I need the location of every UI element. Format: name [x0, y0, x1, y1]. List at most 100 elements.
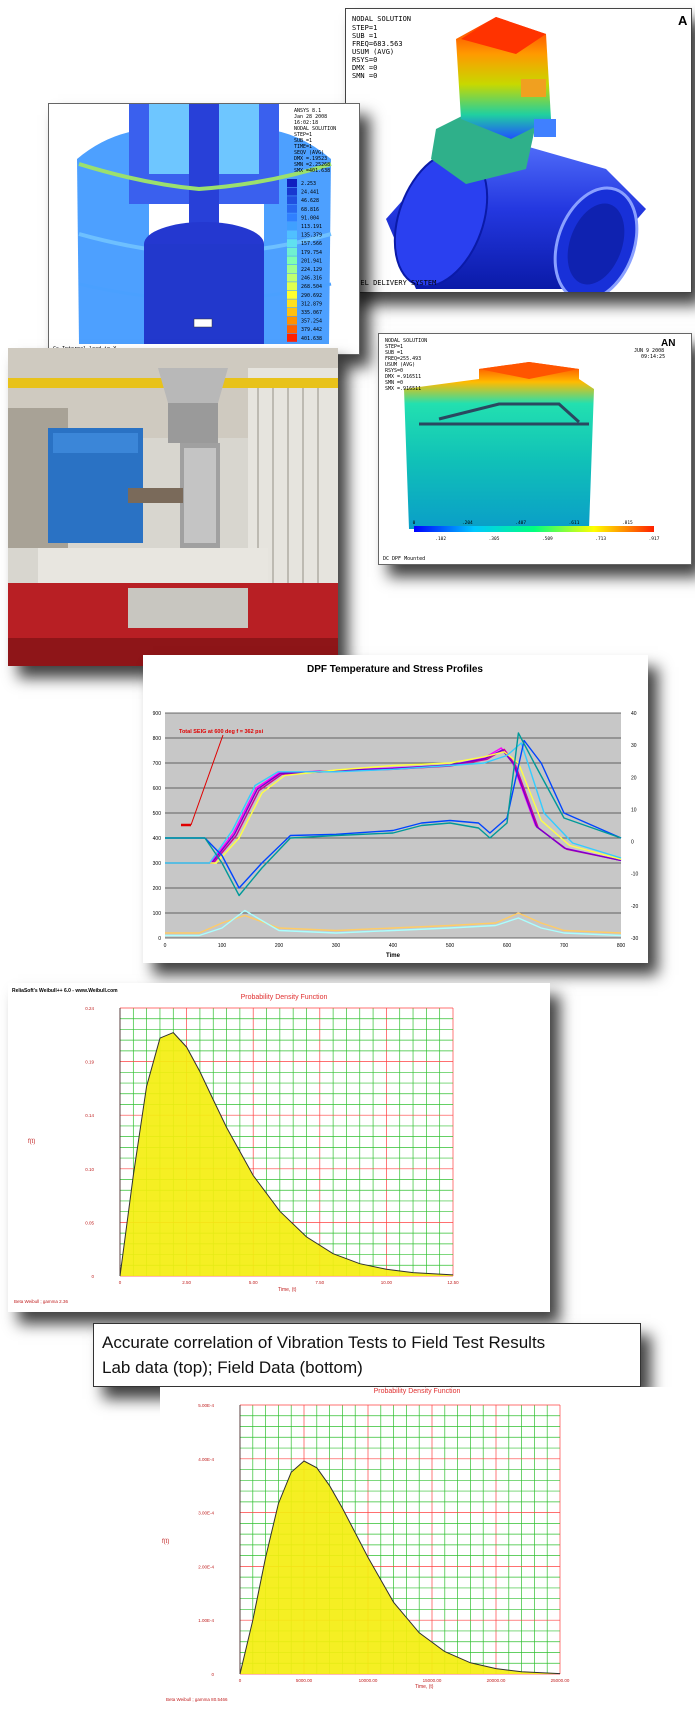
fea3-colorbar-tick: .611: [569, 520, 580, 526]
fea2-legend-value: 224.129: [301, 267, 322, 273]
pdf2-footer: Beta Weibull ; gamma 80.5466: [166, 1697, 228, 1702]
pdf1-x-tick-label: 0: [119, 1280, 122, 1285]
dpf-x-tick-label: 100: [218, 943, 227, 949]
pdf2-title: Probability Density Function: [374, 1388, 461, 1395]
dpf-y2-tick-label: 0: [631, 840, 634, 846]
fea2-legend-value: 290.692: [301, 293, 322, 299]
pdf2-x-label: Time, (t): [415, 1684, 434, 1690]
fea3-line-7: SMN =0: [385, 380, 403, 386]
pdf1-x-tick-label: 2.50: [182, 1280, 191, 1285]
fea1-footer: FUEL DELIVERY SYSTEM: [352, 279, 436, 287]
pdf1-x-tick-label: 12.50: [447, 1280, 459, 1285]
dpf-y-tick-label: 500: [153, 811, 162, 817]
fea2-legend-swatch: [287, 299, 297, 308]
fea3-line-3: FREQ=255.493: [385, 356, 421, 362]
fea3-colorbar-tick: .204: [462, 520, 473, 526]
dpf-y-tick-label: 200: [153, 886, 162, 892]
dpf-x-tick-label: 600: [503, 943, 512, 949]
pdf1-y-label: f(t): [28, 1139, 35, 1145]
fea3-date-1: 09:14:25: [641, 354, 665, 360]
dpf-x-tick-label: 700: [560, 943, 569, 949]
pdf-field-data-chart: Probability Density Function 0 5000.00 100…: [160, 1387, 690, 1705]
fea1-line-7: SMN =0: [352, 72, 377, 80]
fea2-line-7: SEQV (AVG): [294, 150, 324, 156]
dpf-series-line-6: [165, 732, 622, 897]
pdf2-x-tick-label: 5000.00: [296, 1678, 313, 1683]
pdf1-plot: 0 2.50 5.00 7.50 10.00 12.50 0 0.05 0.10 0.14 0.19…: [85, 1006, 459, 1285]
pdf1-y-tick-label: 0.05: [85, 1220, 94, 1225]
pdf2-x-tick-label: 15000.00: [423, 1678, 442, 1683]
pdf2-y-tick-label: 4.00E-4: [198, 1457, 214, 1462]
pdf2-y-tick-label: 5.00E-4: [198, 1403, 214, 1408]
dpf-y-tick-label: 300: [153, 861, 162, 867]
fea2-legend-value: 113.191: [301, 224, 322, 230]
fea2-legend-swatch: [287, 230, 297, 239]
pdf1-curve: [119, 1032, 454, 1277]
pdf1-y-tick-label: 0: [91, 1274, 94, 1279]
pdf1-y-tick-label: 0.19: [85, 1060, 94, 1065]
pdf2-plot: 0 5000.00 10000.00 15000.00 20000.00 25000.00…: [198, 1403, 570, 1683]
dpf-y2-tick-label: 10: [631, 807, 637, 813]
fea2-legend-value: 401.638: [301, 336, 322, 342]
pdf1-y-tick-label: 0.24: [85, 1006, 94, 1011]
fea1-line-2: SUB =1: [352, 32, 377, 40]
fea2-line-0: ANSYS 8.1: [294, 108, 321, 114]
fea-stress-cylinder-image: ANSYS 8.1 Jan 28 2008 16:02:18 NODAL SOL…: [48, 103, 360, 355]
fea2-legend: 2.253 24.441 46.628 68.816 91.004 113.191 135.…: [287, 179, 322, 342]
pdf2-y-label: f(t): [162, 1539, 169, 1545]
fea1-line-1: STEP=1: [352, 24, 377, 32]
fea2-legend-swatch: [287, 179, 297, 187]
dpf-y-tick-label: 600: [153, 786, 162, 792]
test-rig-photo: [8, 348, 338, 666]
dpf-y2-tick-label: -30: [631, 936, 638, 942]
pdf2-x-tick-label: 0: [239, 1678, 242, 1683]
fea2-legend-value: 157.566: [301, 241, 322, 247]
fea2-legend-swatch: [287, 325, 297, 334]
fea2-legend-value: 335.067: [301, 310, 322, 316]
pdf1-top-label: ReliaSoft's Weibull++ 6.0 - www.Weibull.…: [12, 988, 118, 994]
fea2-line-1: Jan 28 2008: [294, 114, 327, 120]
fea2-legend-value: 2.253: [301, 181, 316, 187]
fea3-logo: AN: [661, 338, 675, 349]
caption-box: Accurate correlation of Vibration Tests …: [93, 1323, 641, 1387]
fea2-legend-value: 246.316: [301, 276, 322, 282]
fea2-line-3: NODAL SOLUTION: [294, 126, 336, 132]
dpf-x-tick-label: 800: [617, 943, 626, 949]
fea1-line-0: NODAL SOLUTION: [352, 15, 411, 23]
pdf1-area: [120, 1032, 453, 1276]
fea2-legend-swatch: [287, 273, 297, 282]
fea2-legend-swatch: [287, 308, 297, 316]
fea2-line-10: SMX =401.638: [294, 168, 330, 174]
fea2-line-8: DMX =.19523: [294, 156, 327, 162]
fea2-legend-swatch: [287, 187, 297, 196]
pdf2-x-tick-label: 20000.00: [487, 1678, 506, 1683]
fea2-legend-swatch: [287, 239, 297, 248]
fea2-legend-value: 24.441: [301, 190, 319, 196]
fea1-line-6: DMX =0: [352, 64, 377, 72]
pdf2-y-tick-label: 2.00E-4: [198, 1564, 214, 1569]
dpf-temperature-stress-chart: DPF Temperature and Stress Profiles 0 100…: [143, 655, 648, 963]
fea2-legend-swatch: [287, 196, 297, 205]
fea1-logo: A: [678, 13, 688, 28]
fea1-line-3: FREQ=683.563: [352, 40, 403, 48]
fea3-line-4: USUM (AVG): [385, 362, 415, 368]
fea2-line-5: SUB =1: [294, 138, 312, 144]
fea2-legend-value: 91.004: [301, 215, 319, 221]
fea2-legend-swatch: [287, 247, 297, 256]
pdf2-y-tick-label: 0: [211, 1672, 214, 1677]
fea2-line-4: STEP=1: [294, 132, 312, 138]
dpf-y-tick-label: 800: [153, 736, 162, 742]
dpf-y2-tick-label: 40: [631, 711, 637, 717]
pdf1-title: Probability Density Function: [241, 994, 328, 1001]
dpf-series-line-5: [165, 739, 622, 889]
fea3-colorbar-ticks: 0 .102 .204 .305 .407 .509 .611 .713 .815 .917: [413, 520, 660, 542]
fea3-date-0: JUN 9 2008: [634, 348, 664, 354]
fea2-legend-swatch: [287, 265, 297, 273]
dpf-y-tick-label: 400: [153, 836, 162, 842]
dpf-y2-tick-label: 20: [631, 775, 637, 781]
dpf-x-tick-label: 300: [332, 943, 341, 949]
pdf2-curve: [239, 1460, 561, 1675]
dpf-series-line-8: [165, 909, 622, 937]
fea2-legend-swatch: [287, 282, 297, 291]
